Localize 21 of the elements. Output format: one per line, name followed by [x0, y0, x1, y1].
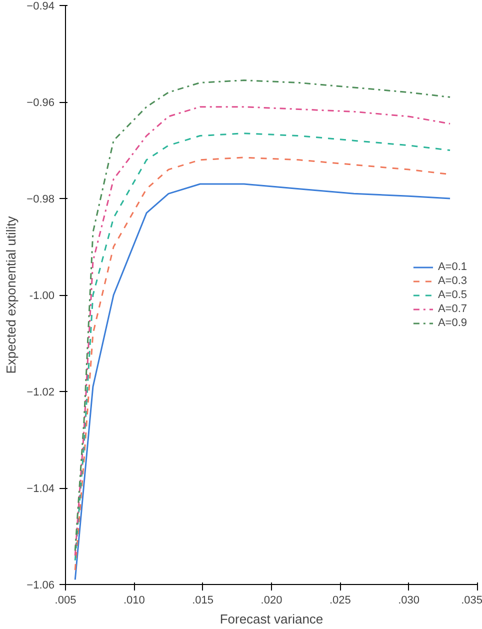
x-tick-label: .005	[54, 594, 76, 606]
x-tick-label: .030	[398, 594, 420, 606]
x-tick-label: .020	[260, 594, 282, 606]
legend-label: A=0.7	[438, 302, 467, 316]
x-axis-title: Forecast variance	[220, 612, 324, 626]
legend-label: A=0.9	[438, 316, 467, 330]
y-tick-label: −1.06	[26, 580, 55, 592]
x-tick-label: .010	[123, 594, 145, 606]
y-tick-label: −1.02	[26, 386, 55, 398]
x-tick-label: .015	[192, 594, 214, 606]
y-tick-label: −1.04	[26, 483, 55, 495]
y-tick-label: −0.98	[26, 194, 55, 206]
legend-label: A=0.1	[438, 260, 467, 274]
legend-label: A=0.3	[438, 274, 467, 288]
y-tick-label: -1.00	[29, 290, 55, 302]
legend-label: A=0.5	[438, 288, 467, 302]
y-axis-title: Expected exponential utility	[4, 216, 19, 374]
y-tick-label: −0.94	[26, 0, 55, 12]
x-tick-label: .025	[329, 594, 351, 606]
y-tick-label: −0.96	[26, 97, 55, 109]
x-tick-label: .035	[461, 594, 482, 606]
